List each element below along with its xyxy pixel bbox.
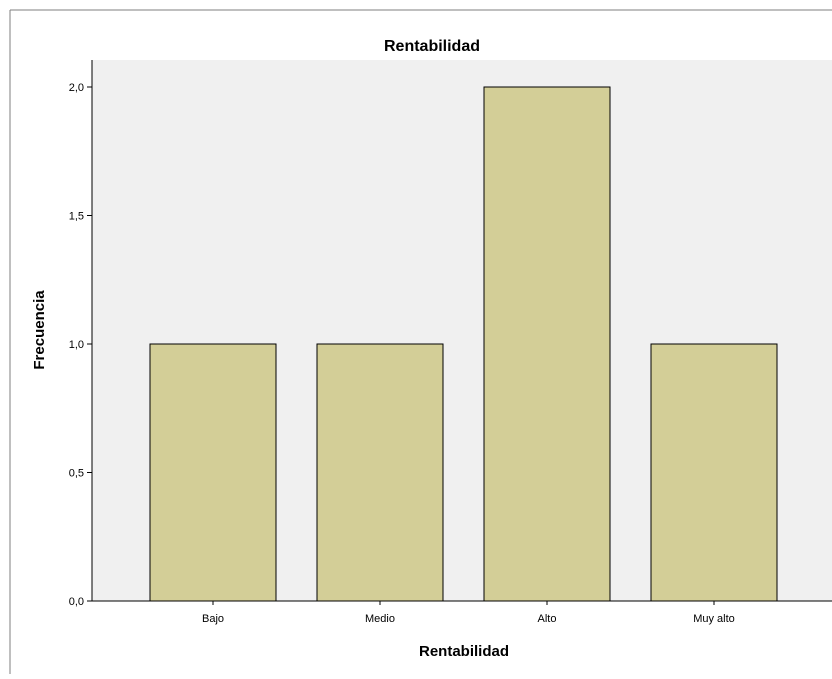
- bars-layer: [149, 86, 778, 602]
- y-tick-label: 1,0: [69, 339, 84, 351]
- bar-alto: [483, 86, 611, 602]
- x-tick-label: Bajo: [202, 613, 224, 625]
- x-tick-label: Medio: [365, 613, 395, 625]
- y-axis-title: Frecuencia: [31, 290, 48, 370]
- bar-bajo: [149, 343, 277, 602]
- x-tick-label: Muy alto: [693, 613, 735, 625]
- chart-title: Rentabilidad: [384, 38, 480, 55]
- axes-layer: Bajo Medio Alto Muy alto 0,0 0,5 1,0 1,5 2,0: [69, 60, 832, 625]
- x-axis-title: Rentabilidad: [419, 643, 509, 660]
- bar-muy-alto: [650, 343, 778, 602]
- bar-medio: [316, 343, 444, 602]
- x-tick-label: Alto: [538, 613, 557, 625]
- y-tick-label: 1,5: [69, 211, 84, 223]
- y-tick-label: 0,0: [69, 596, 84, 608]
- y-tick-label: 2,0: [69, 82, 84, 94]
- y-tick-label: 0,5: [69, 468, 84, 480]
